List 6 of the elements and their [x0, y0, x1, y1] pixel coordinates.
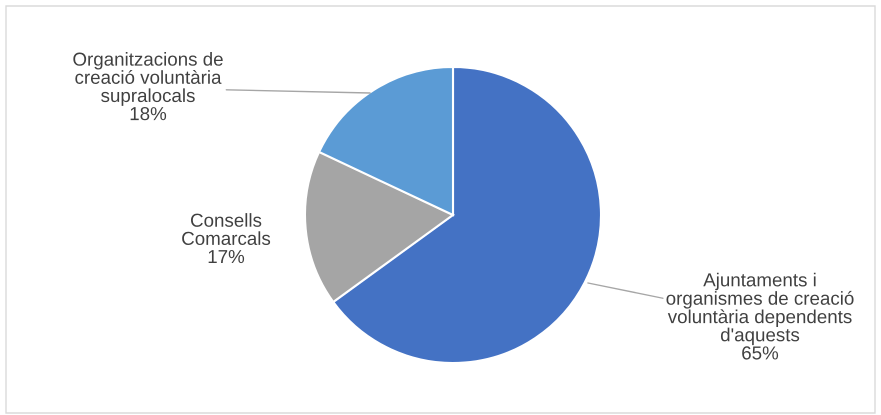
slice-label: Consells Comarcals — [182, 213, 270, 246]
slice-label: Organitzacions de creació voluntària supralocals — [73, 52, 223, 106]
slice-label: Ajuntaments i organismes de creació voluntària dependents d'aquests — [666, 272, 854, 346]
data-label: 65% — [742, 346, 778, 360]
data-label: 17% — [208, 250, 244, 264]
data-label: 18% — [130, 106, 166, 120]
